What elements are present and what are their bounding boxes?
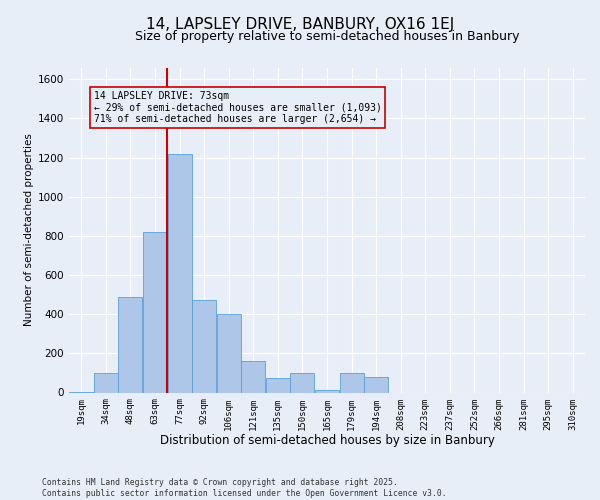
Bar (364, 377, 388, 392)
Text: 14, LAPSLEY DRIVE, BANBURY, OX16 1EJ: 14, LAPSLEY DRIVE, BANBURY, OX16 1EJ (146, 18, 454, 32)
Bar (192, 300, 216, 392)
Bar (94, 373, 118, 392)
Bar (241, 361, 265, 392)
Y-axis label: Number of semi-detached properties: Number of semi-detached properties (24, 134, 34, 326)
Title: Size of property relative to semi-detached houses in Banbury: Size of property relative to semi-detach… (135, 30, 519, 43)
Bar (290, 373, 314, 392)
Bar (217, 314, 241, 392)
Bar (315, 390, 339, 392)
Bar (118, 296, 142, 392)
Bar (340, 373, 364, 392)
Text: Contains HM Land Registry data © Crown copyright and database right 2025.
Contai: Contains HM Land Registry data © Crown c… (42, 478, 446, 498)
Text: 14 LAPSLEY DRIVE: 73sqm
← 29% of semi-detached houses are smaller (1,093)
71% of: 14 LAPSLEY DRIVE: 73sqm ← 29% of semi-de… (94, 91, 382, 124)
X-axis label: Distribution of semi-detached houses by size in Banbury: Distribution of semi-detached houses by … (160, 434, 494, 447)
Bar (143, 232, 167, 392)
Bar (266, 378, 290, 392)
Bar (167, 154, 191, 392)
